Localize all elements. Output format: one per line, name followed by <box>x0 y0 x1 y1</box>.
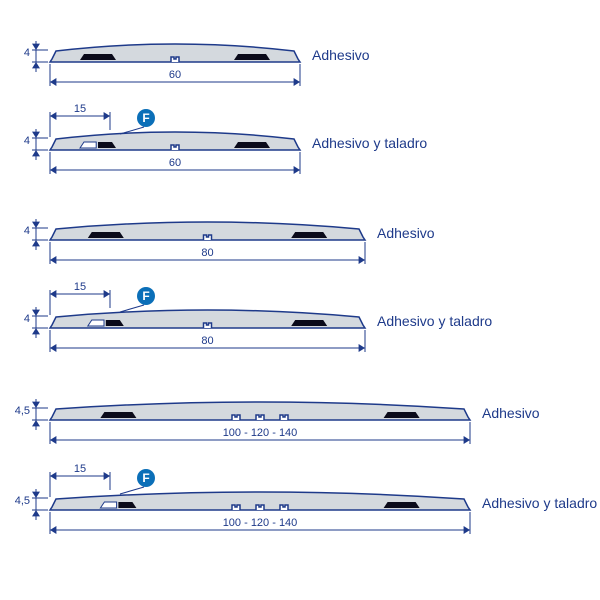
profile-label: Adhesivo <box>312 47 370 63</box>
adhesive-strip <box>291 232 327 238</box>
adhesive-strip <box>234 142 270 148</box>
profile-label: Adhesivo y taladro <box>482 495 597 511</box>
width-dimension: 100 - 120 - 140 <box>223 517 298 529</box>
badge-letter: F <box>142 289 149 303</box>
profile-section: 100 - 120 - 140 4,5 Adhesivo <box>15 399 540 444</box>
profile-section: 100 - 120 - 140 4,5 15 F Adhesivo y taladro <box>15 463 598 534</box>
drill-offset-dimension: 15 <box>74 281 86 293</box>
height-dimension: 4,5 <box>15 495 30 507</box>
drill-offset-dimension: 15 <box>74 463 86 475</box>
profile-section: 60 4 Adhesivo <box>24 41 370 86</box>
width-dimension: 60 <box>169 69 181 81</box>
adhesive-strip <box>234 54 270 60</box>
height-dimension: 4 <box>24 225 30 237</box>
profile-label: Adhesivo y taladro <box>377 313 492 329</box>
adhesive-strip <box>88 232 124 238</box>
profile-label: Adhesivo <box>482 405 540 421</box>
height-dimension: 4 <box>24 313 30 325</box>
adhesive-strip <box>384 502 420 508</box>
profile-label: Adhesivo y taladro <box>312 135 427 151</box>
height-dimension: 4 <box>24 47 30 59</box>
width-dimension: 60 <box>169 157 181 169</box>
profile-label: Adhesivo <box>377 225 435 241</box>
technical-drawing: 60 4 Adhesivo 60 4 15 F Adhesivo y taladro 80 4 Ad… <box>0 0 600 600</box>
adhesive-strip <box>384 412 420 418</box>
height-dimension: 4 <box>24 135 30 147</box>
adhesive-strip <box>291 320 327 326</box>
badge-letter: F <box>142 471 149 485</box>
profile-section: 60 4 15 F Adhesivo y taladro <box>24 103 428 174</box>
width-dimension: 80 <box>201 335 213 347</box>
width-dimension: 80 <box>201 247 213 259</box>
adhesive-strip <box>100 412 136 418</box>
drill-offset-dimension: 15 <box>74 103 86 115</box>
adhesive-strip <box>80 54 116 60</box>
width-dimension: 100 - 120 - 140 <box>223 427 298 439</box>
height-dimension: 4,5 <box>15 405 30 417</box>
profile-section: 80 4 15 F Adhesivo y taladro <box>24 281 493 352</box>
badge-letter: F <box>142 111 149 125</box>
profile-section: 80 4 Adhesivo <box>24 219 435 264</box>
